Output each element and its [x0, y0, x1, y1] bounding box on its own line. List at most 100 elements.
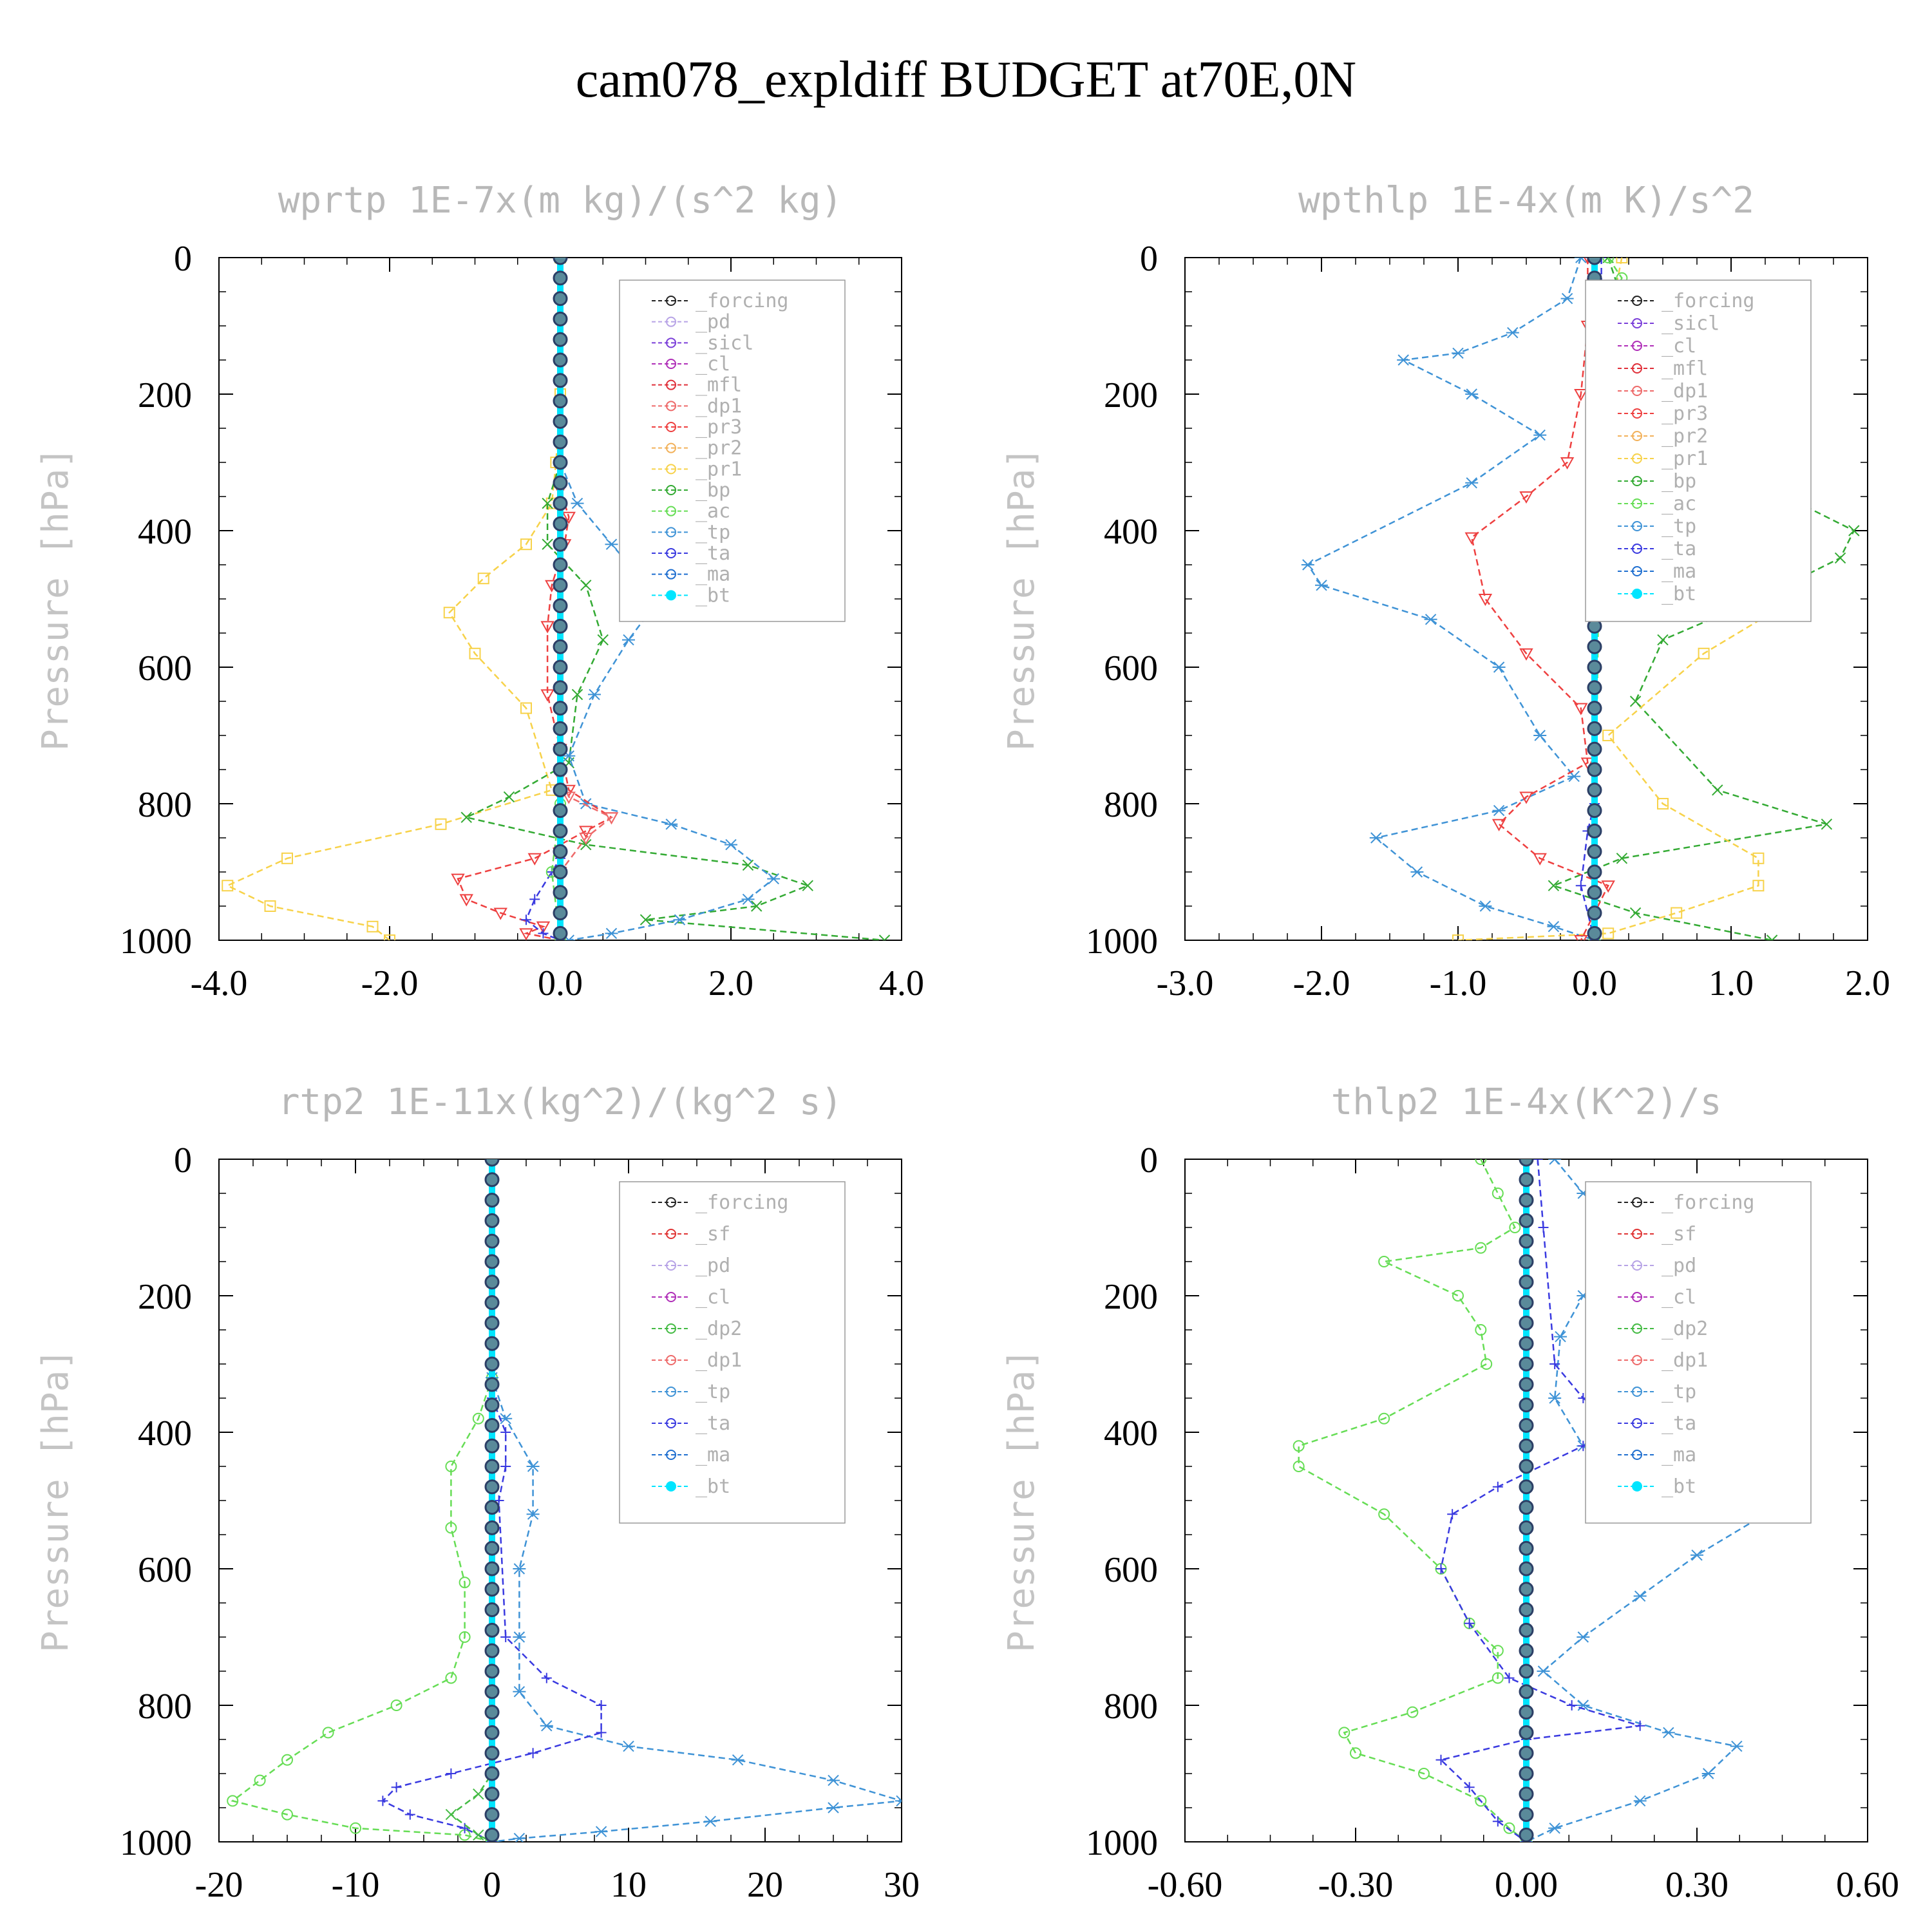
bt-marker	[1519, 1622, 1534, 1638]
bt-marker	[553, 536, 568, 552]
data-point	[596, 1700, 607, 1710]
data-point	[322, 1727, 334, 1739]
data-point	[597, 634, 609, 646]
bt-marker	[484, 1213, 500, 1228]
legend-swatch-marker	[666, 1355, 676, 1365]
data-point	[1378, 1508, 1390, 1520]
legend-entry: _forcing	[696, 290, 789, 312]
data-point	[404, 1809, 415, 1820]
x-tick-label: -1.0	[1430, 963, 1487, 1003]
data-point	[540, 1720, 553, 1732]
y-tick-label: 600	[1104, 1550, 1158, 1590]
bt-marker	[1519, 1213, 1534, 1228]
legend-swatch-marker	[666, 1450, 676, 1460]
bt-marker	[553, 373, 568, 388]
legend-entry: _ma	[1662, 1444, 1696, 1466]
y-tick-label: 600	[138, 649, 192, 688]
legend-swatch-marker	[1632, 1387, 1642, 1397]
legend-entry: _ta	[696, 542, 730, 565]
data-point	[350, 1822, 361, 1834]
x-tick-label: 0	[483, 1865, 501, 1905]
bt-marker	[553, 413, 568, 429]
data-point	[473, 1829, 484, 1841]
data-point	[521, 914, 531, 925]
bt-marker	[553, 496, 568, 511]
legend-swatch-marker	[1632, 1292, 1642, 1302]
data-point	[536, 921, 551, 934]
bt-marker	[553, 864, 568, 880]
data-point	[1406, 1706, 1419, 1718]
y-tick-label: 0	[1140, 1141, 1158, 1180]
bt-marker	[553, 311, 568, 327]
data-point	[445, 1672, 457, 1684]
bt-marker	[1519, 1459, 1534, 1474]
bt-marker	[1519, 1438, 1534, 1454]
legend-swatch-marker	[666, 569, 676, 580]
data-point	[1481, 1358, 1493, 1370]
bt-marker	[1587, 721, 1602, 736]
y-tick-label: 1000	[1086, 922, 1158, 961]
legend-entry: _bt	[1662, 583, 1696, 605]
series-line	[1306, 258, 1595, 940]
y-tick-label: 400	[1104, 1414, 1158, 1454]
x-tick-label: -2.0	[1293, 963, 1350, 1003]
legend-swatch-marker	[666, 296, 676, 306]
data-point	[1821, 819, 1833, 830]
data-point	[1519, 791, 1533, 804]
data-point	[493, 907, 507, 920]
bt-marker	[553, 659, 568, 675]
bt-marker	[1587, 680, 1602, 696]
y-tick-label: 800	[1104, 1687, 1158, 1727]
legend-entry: _pr2	[696, 437, 742, 460]
legend-swatch-marker	[1632, 1323, 1642, 1334]
data-point	[1537, 1665, 1550, 1677]
data-point	[622, 1740, 635, 1752]
data-point	[1602, 258, 1615, 263]
bt-marker	[1587, 762, 1602, 777]
data-point	[1629, 696, 1642, 707]
bt-marker	[553, 639, 568, 654]
data-point	[1504, 1672, 1515, 1683]
bt-marker	[484, 1500, 500, 1515]
data-point	[1549, 1359, 1560, 1369]
data-point	[827, 1802, 840, 1814]
data-point	[541, 1672, 552, 1683]
data-point	[542, 538, 553, 550]
bt-marker	[1587, 864, 1602, 880]
series-group	[222, 258, 891, 940]
data-point	[520, 702, 532, 714]
data-point	[802, 880, 813, 891]
x-tick-label: -4.0	[191, 963, 248, 1003]
data-point	[1662, 1727, 1675, 1739]
data-point	[1574, 258, 1587, 263]
legend-entry: _forcing	[696, 1191, 789, 1214]
bt-marker	[484, 1274, 500, 1290]
bt-marker	[1519, 1684, 1534, 1700]
legend-swatch-marker	[1632, 1229, 1642, 1239]
legend-box	[1585, 279, 1812, 622]
data-point	[741, 893, 755, 905]
data-point	[529, 894, 540, 905]
x-tick-label: 20	[747, 1865, 783, 1905]
legend-swatch-marker	[666, 1229, 676, 1239]
data-point	[1475, 1324, 1487, 1336]
x-tick-label: 4.0	[879, 963, 924, 1003]
legend-entry: _forcing	[1662, 1191, 1755, 1214]
legend-swatch-marker	[666, 1260, 676, 1271]
legend: _forcing _sf _pd _cl _dp2 _dp1 _tp _ta _ma _bt	[619, 1181, 846, 1524]
legend-swatch-marker	[666, 506, 676, 516]
legend-swatch-marker	[666, 337, 676, 348]
series-line	[1439, 1159, 1641, 1842]
bt-marker	[553, 905, 568, 921]
legend-entry: _ac	[696, 500, 730, 523]
bt-marker	[553, 578, 568, 593]
data-point	[1475, 1242, 1487, 1254]
legend-entry: _dp1	[1662, 1349, 1708, 1372]
data-point	[1465, 477, 1479, 489]
data-point	[493, 1495, 504, 1506]
data-point	[596, 1727, 607, 1738]
data-point	[540, 689, 554, 702]
data-point	[281, 1754, 293, 1766]
data-point	[520, 538, 532, 551]
data-point	[1478, 594, 1493, 607]
